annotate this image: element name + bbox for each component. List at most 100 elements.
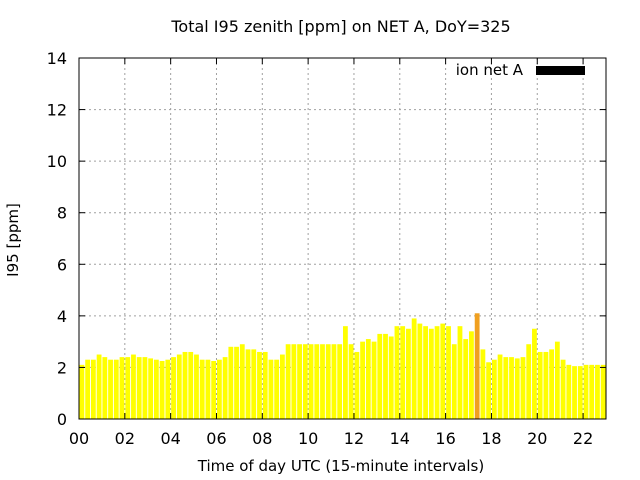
bar — [383, 333, 388, 419]
bar — [245, 349, 251, 419]
bar — [148, 358, 154, 419]
bar — [262, 351, 268, 419]
y-tick-label: 2 — [57, 358, 67, 377]
bar — [297, 344, 302, 419]
bar — [469, 331, 474, 419]
bar — [79, 364, 85, 419]
bar — [268, 359, 274, 419]
bar — [428, 328, 434, 419]
grid — [79, 58, 606, 419]
bar — [457, 326, 463, 419]
y-axis-label: I95 [ppm] — [4, 203, 22, 277]
bar — [600, 364, 606, 419]
y-tick-label: 14 — [47, 49, 67, 68]
bar — [537, 351, 543, 419]
bar — [302, 344, 308, 419]
bar — [514, 358, 520, 419]
bar — [480, 349, 486, 419]
x-tick-label: 20 — [527, 429, 547, 448]
bar — [228, 346, 234, 419]
bar — [532, 328, 537, 419]
legend-swatch — [536, 66, 585, 75]
bar — [188, 351, 194, 419]
bar — [285, 344, 291, 419]
bar — [320, 344, 325, 419]
bar — [388, 336, 394, 419]
bar — [343, 326, 348, 419]
x-tick-label: 04 — [160, 429, 180, 448]
bar — [572, 366, 577, 419]
bar — [222, 357, 228, 419]
y-tick-label: 10 — [47, 152, 67, 171]
chart-title: Total I95 zenith [ppm] on NET A, DoY=325 — [170, 17, 510, 36]
bar — [125, 357, 131, 419]
legend-label: ion net A — [456, 61, 524, 79]
bar — [199, 359, 205, 419]
y-tick-label: 6 — [57, 255, 67, 274]
bar — [108, 359, 113, 419]
bar — [474, 313, 480, 419]
bars — [79, 313, 606, 419]
x-tick-label: 02 — [115, 429, 135, 448]
bar — [520, 357, 526, 419]
x-tick-label: 12 — [344, 429, 364, 448]
bar — [371, 341, 377, 419]
bar — [136, 357, 142, 419]
bar — [279, 354, 285, 419]
bar — [211, 360, 217, 419]
y-tick-label: 12 — [47, 101, 67, 120]
bar — [509, 357, 514, 419]
bar — [131, 354, 136, 419]
bar — [365, 339, 371, 419]
bar — [377, 333, 383, 419]
bar — [314, 344, 320, 419]
bar — [325, 344, 331, 419]
bar — [239, 344, 245, 419]
x-tick-label: 10 — [298, 429, 318, 448]
bar — [423, 326, 429, 419]
bar — [560, 359, 566, 419]
bar — [446, 326, 451, 419]
bar — [577, 366, 583, 419]
x-axis-label: Time of day UTC (15-minute intervals) — [197, 457, 484, 475]
bar — [251, 349, 257, 419]
bar — [451, 344, 457, 419]
bar — [354, 351, 360, 419]
bar — [417, 323, 423, 419]
bar — [216, 359, 222, 419]
x-tick-label: 18 — [481, 429, 501, 448]
x-tick-label: 06 — [206, 429, 226, 448]
bar — [360, 341, 365, 419]
bar — [165, 359, 171, 419]
bar — [96, 354, 102, 419]
bar — [440, 323, 446, 419]
bar — [119, 357, 125, 419]
bar — [171, 357, 176, 419]
bar — [257, 351, 262, 419]
bar — [291, 344, 297, 419]
bar — [113, 359, 119, 419]
legend: ion net A — [456, 61, 585, 79]
bar — [176, 354, 182, 419]
bar — [566, 364, 572, 419]
bar — [274, 359, 280, 419]
bar — [497, 354, 503, 419]
bar — [583, 364, 589, 419]
bar — [142, 357, 148, 419]
bar — [595, 364, 600, 419]
bar — [434, 326, 440, 419]
x-tick-label: 00 — [69, 429, 89, 448]
y-tick-label: 8 — [57, 204, 67, 223]
bar — [394, 326, 400, 419]
x-tick-label: 08 — [252, 429, 272, 448]
bar — [406, 328, 411, 419]
bar — [90, 359, 96, 419]
bar — [486, 362, 492, 419]
bar — [503, 357, 509, 419]
bar — [308, 344, 314, 419]
bar — [491, 359, 497, 419]
bar — [331, 344, 337, 419]
bar — [205, 359, 211, 419]
